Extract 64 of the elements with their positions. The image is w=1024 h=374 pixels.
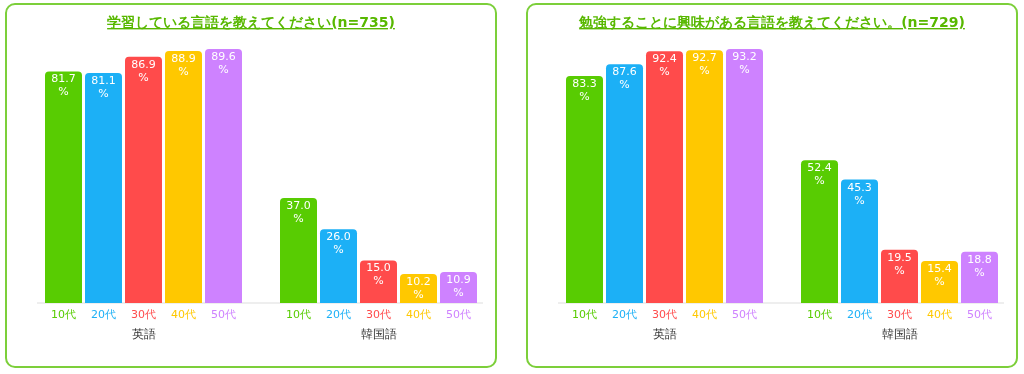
data-label: 26.0 % — [326, 230, 351, 257]
bar — [125, 56, 162, 303]
data-label: 45.3 % — [847, 180, 872, 207]
text: 30代 — [887, 308, 912, 321]
data-label: 81.7 % — [51, 72, 76, 99]
bar — [85, 73, 122, 303]
chart-title: 学習している言語を教えてください(n=735) — [107, 14, 395, 30]
data-label: 81.1 % — [91, 74, 116, 101]
data-label: 92.7 % — [692, 51, 717, 78]
text: 10代 — [807, 308, 832, 321]
data-label: 87.6 % — [612, 65, 637, 92]
bar — [45, 71, 82, 303]
data-label: 89.6 % — [211, 50, 236, 76]
data-label: 93.2 % — [732, 50, 757, 76]
data-label: 92.4 % — [652, 52, 677, 79]
chart-title: 勉強することに興味がある言語を教えてください。(n=729) — [578, 14, 965, 30]
x-tick-label: 英語 — [652, 327, 677, 341]
data-label: 83.3 % — [572, 76, 597, 103]
text: 20代 — [326, 308, 351, 321]
bar — [360, 260, 397, 303]
x-tick-label: 韓国語 — [360, 327, 397, 341]
data-label: 19.5 % — [887, 250, 912, 277]
bar — [280, 198, 317, 303]
data-label: 10.2 % — [406, 275, 431, 302]
bar — [881, 249, 918, 303]
bar — [165, 50, 202, 303]
series-label: 50代 — [211, 308, 236, 321]
bar — [801, 160, 838, 303]
text: 50代 — [967, 308, 992, 321]
data-label: 15.4 % — [927, 262, 952, 289]
bar — [646, 51, 683, 303]
bar — [961, 251, 998, 303]
bar — [320, 229, 357, 303]
series-label: 30代 — [131, 308, 156, 321]
data-label: 37.0 % — [286, 199, 311, 226]
text: 30代 — [366, 308, 391, 321]
data-label: 18.8 % — [967, 252, 992, 279]
text: 10代 — [286, 308, 311, 321]
bar — [205, 49, 242, 303]
data-label: 86.9 % — [131, 57, 156, 84]
bar — [606, 64, 643, 303]
data-label: 52.4 % — [807, 161, 832, 188]
series-label: 10代 — [51, 308, 76, 321]
text: 40代 — [406, 308, 431, 321]
series-label: 20代 — [91, 308, 116, 321]
series-label: 20代 — [612, 308, 637, 321]
series-label: 50代 — [732, 308, 757, 321]
text: 40代 — [927, 308, 952, 321]
series-label: 30代 — [652, 308, 677, 321]
data-label: 10.9 % — [446, 273, 471, 300]
data-label: 88.9 % — [171, 51, 196, 78]
bar — [686, 50, 723, 303]
text: 20代 — [847, 308, 872, 321]
x-tick-label: 英語 — [131, 327, 156, 341]
bar — [726, 49, 763, 303]
text: 50代 — [446, 308, 471, 321]
series-label: 40代 — [692, 308, 717, 321]
series-label: 10代 — [572, 308, 597, 321]
x-tick-label: 韓国語 — [881, 327, 918, 341]
bar — [841, 179, 878, 303]
series-label: 40代 — [171, 308, 196, 321]
data-label: 15.0 % — [366, 261, 391, 288]
bar — [566, 75, 603, 303]
bar — [921, 261, 958, 303]
